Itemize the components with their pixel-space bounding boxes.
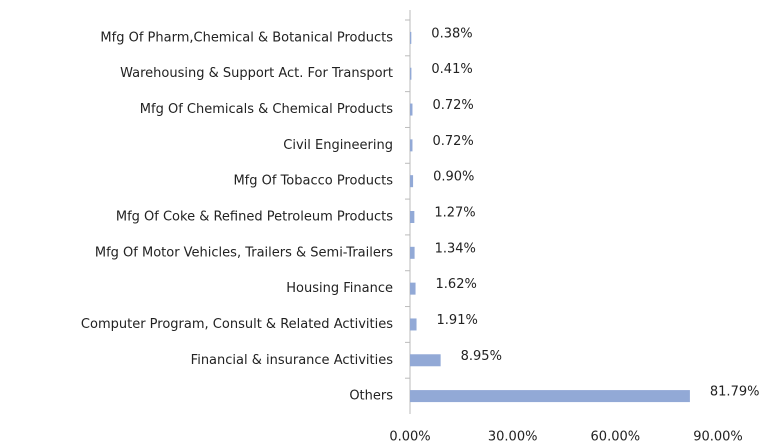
x-tick-label: 90.00% <box>693 430 743 445</box>
category-label: Warehousing & Support Act. For Transport <box>120 66 393 81</box>
x-tick-label: 60.00% <box>591 430 641 445</box>
bar <box>410 282 416 295</box>
category-label: Mfg Of Coke & Refined Petroleum Products <box>116 210 393 225</box>
category-label: Financial & insurance Activities <box>191 353 394 368</box>
x-tick-label: 30.00% <box>488 430 538 445</box>
bar <box>410 318 417 331</box>
category-label: Computer Program, Consult & Related Acti… <box>81 317 393 332</box>
value-label: 0.41% <box>431 62 472 77</box>
value-label: 1.27% <box>434 206 475 221</box>
value-label: 0.38% <box>431 26 472 41</box>
value-label: 0.90% <box>433 170 474 185</box>
bar <box>410 103 413 116</box>
category-label: Housing Finance <box>286 281 393 296</box>
value-label: 8.95% <box>461 349 502 364</box>
value-label: 0.72% <box>432 134 473 149</box>
value-label: 1.34% <box>435 241 476 256</box>
bar <box>410 211 415 223</box>
category-label: Mfg Of Pharm,Chemical & Botanical Produc… <box>100 30 393 45</box>
bar <box>410 390 690 403</box>
value-label: 1.91% <box>437 313 478 328</box>
category-label: Civil Engineering <box>283 138 393 153</box>
bar <box>410 67 412 80</box>
category-label: Mfg Of Tobacco Products <box>233 174 393 189</box>
value-label: 0.72% <box>432 98 473 113</box>
bar <box>410 175 414 188</box>
x-tick-label: 0.00% <box>389 430 430 445</box>
bar <box>410 139 413 152</box>
category-label: Mfg Of Chemicals & Chemical Products <box>140 102 393 117</box>
value-label: 81.79% <box>710 385 760 400</box>
bar <box>410 354 441 367</box>
category-label: Mfg Of Motor Vehicles, Trailers & Semi-T… <box>95 245 393 260</box>
bar <box>410 246 415 259</box>
value-label: 1.62% <box>436 277 477 292</box>
bar <box>410 31 412 44</box>
category-label: Others <box>349 389 393 404</box>
